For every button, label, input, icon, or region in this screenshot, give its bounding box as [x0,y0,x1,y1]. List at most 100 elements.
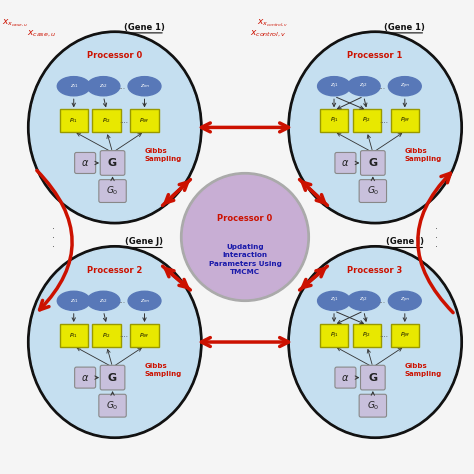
FancyBboxPatch shape [320,324,348,347]
Ellipse shape [181,173,310,301]
Text: $\alpha$: $\alpha$ [81,158,89,168]
Text: $x_{case,u}$: $x_{case,u}$ [27,29,56,39]
Text: $z_{jm}$: $z_{jm}$ [400,82,410,91]
Ellipse shape [27,246,202,438]
Text: Gibbs
Sampling: Gibbs Sampling [145,148,182,163]
Text: Processor 0: Processor 0 [218,214,273,223]
Text: $P_{i2}$: $P_{i2}$ [102,117,111,125]
Text: Updating
Interaction
Parameters Using
TMCMC: Updating Interaction Parameters Using TM… [209,244,282,275]
FancyBboxPatch shape [92,109,121,132]
Text: ...: ... [118,296,125,305]
Ellipse shape [288,246,462,438]
Text: G: G [368,158,377,168]
Text: (Gene J): (Gene J) [386,237,424,246]
Text: (Gene J): (Gene J) [126,237,164,246]
Text: $P_{i1}$: $P_{i1}$ [69,331,78,340]
Text: $G_0$: $G_0$ [106,400,119,412]
FancyBboxPatch shape [130,324,159,347]
FancyBboxPatch shape [92,324,121,347]
FancyBboxPatch shape [320,109,348,132]
Text: (Gene 1): (Gene 1) [384,22,425,31]
Text: ....: .... [119,332,128,338]
Text: Gibbs
Sampling: Gibbs Sampling [405,148,442,163]
Text: .
.
.: . . . [52,220,55,249]
Text: $\alpha$: $\alpha$ [341,373,350,383]
Text: ....: .... [379,118,388,124]
FancyBboxPatch shape [361,151,385,175]
Text: $P_{i1}$: $P_{i1}$ [69,117,78,125]
FancyBboxPatch shape [100,151,125,175]
FancyBboxPatch shape [99,180,126,202]
Text: $P_{iM}$: $P_{iM}$ [139,117,150,125]
Text: $G_0$: $G_0$ [366,400,379,412]
Ellipse shape [87,77,120,96]
Ellipse shape [318,291,350,310]
FancyBboxPatch shape [353,324,381,347]
Ellipse shape [288,31,462,224]
Ellipse shape [388,291,421,310]
Text: Gibbs
Sampling: Gibbs Sampling [405,363,442,377]
Text: G: G [368,373,377,383]
Text: $z_{j1}$: $z_{j1}$ [330,82,338,91]
Text: $z_{im}$: $z_{im}$ [139,297,149,305]
Ellipse shape [30,34,199,221]
Text: $z_{j2}$: $z_{j2}$ [359,82,368,91]
Ellipse shape [318,77,350,96]
FancyBboxPatch shape [335,153,356,173]
Ellipse shape [57,291,90,310]
FancyBboxPatch shape [359,394,386,417]
Text: $x_{control,v}$: $x_{control,v}$ [250,29,287,39]
Text: $z_{jm}$: $z_{jm}$ [400,296,410,305]
Text: Gibbs
Sampling: Gibbs Sampling [145,363,182,377]
Text: $P_{j2}$: $P_{j2}$ [363,116,371,126]
Text: $z_{j2}$: $z_{j2}$ [359,296,368,305]
Ellipse shape [57,77,90,96]
Text: Processor 2: Processor 2 [87,266,143,275]
Text: $P_{j1}$: $P_{j1}$ [329,330,338,341]
Text: ...: ... [378,82,385,91]
Text: ....: .... [379,332,388,338]
Text: $G_0$: $G_0$ [366,185,379,197]
Text: $z_{j1}$: $z_{j1}$ [330,296,338,305]
Text: $z_{i2}$: $z_{i2}$ [99,82,108,90]
Ellipse shape [183,175,307,299]
Text: $G_0$: $G_0$ [106,185,119,197]
Ellipse shape [291,248,460,436]
Ellipse shape [27,31,202,224]
FancyBboxPatch shape [74,153,96,173]
Ellipse shape [128,77,161,96]
Ellipse shape [388,77,421,96]
Text: ...: ... [378,296,385,305]
FancyBboxPatch shape [99,394,126,417]
Ellipse shape [87,291,120,310]
Text: Processor 3: Processor 3 [347,266,403,275]
Text: Processor 1: Processor 1 [347,51,403,60]
Text: G: G [108,373,117,383]
Text: $P_{i2}$: $P_{i2}$ [102,331,111,340]
Text: $x_{x_{case,u}}$: $x_{x_{case,u}}$ [2,18,28,29]
Text: .
.
.: . . . [435,220,438,249]
Text: $P_{jM}$: $P_{jM}$ [400,116,410,126]
Text: (Gene 1): (Gene 1) [124,22,165,31]
Ellipse shape [291,34,460,221]
FancyBboxPatch shape [359,180,386,202]
Text: $P_{j1}$: $P_{j1}$ [329,116,338,126]
Text: Processor 0: Processor 0 [87,51,143,60]
FancyBboxPatch shape [353,109,381,132]
Text: $\alpha$: $\alpha$ [81,373,89,383]
FancyBboxPatch shape [60,324,88,347]
Ellipse shape [128,291,161,310]
Text: $z_{i1}$: $z_{i1}$ [70,82,78,90]
FancyBboxPatch shape [60,109,88,132]
Text: G: G [108,158,117,168]
Ellipse shape [347,77,380,96]
FancyBboxPatch shape [100,365,125,390]
Ellipse shape [347,291,380,310]
FancyBboxPatch shape [74,367,96,388]
FancyBboxPatch shape [391,109,419,132]
Text: $P_{iM}$: $P_{iM}$ [139,331,150,340]
FancyBboxPatch shape [391,324,419,347]
Ellipse shape [30,248,199,436]
Text: $P_{j2}$: $P_{j2}$ [363,330,371,341]
Text: $P_{jM}$: $P_{jM}$ [400,330,410,341]
